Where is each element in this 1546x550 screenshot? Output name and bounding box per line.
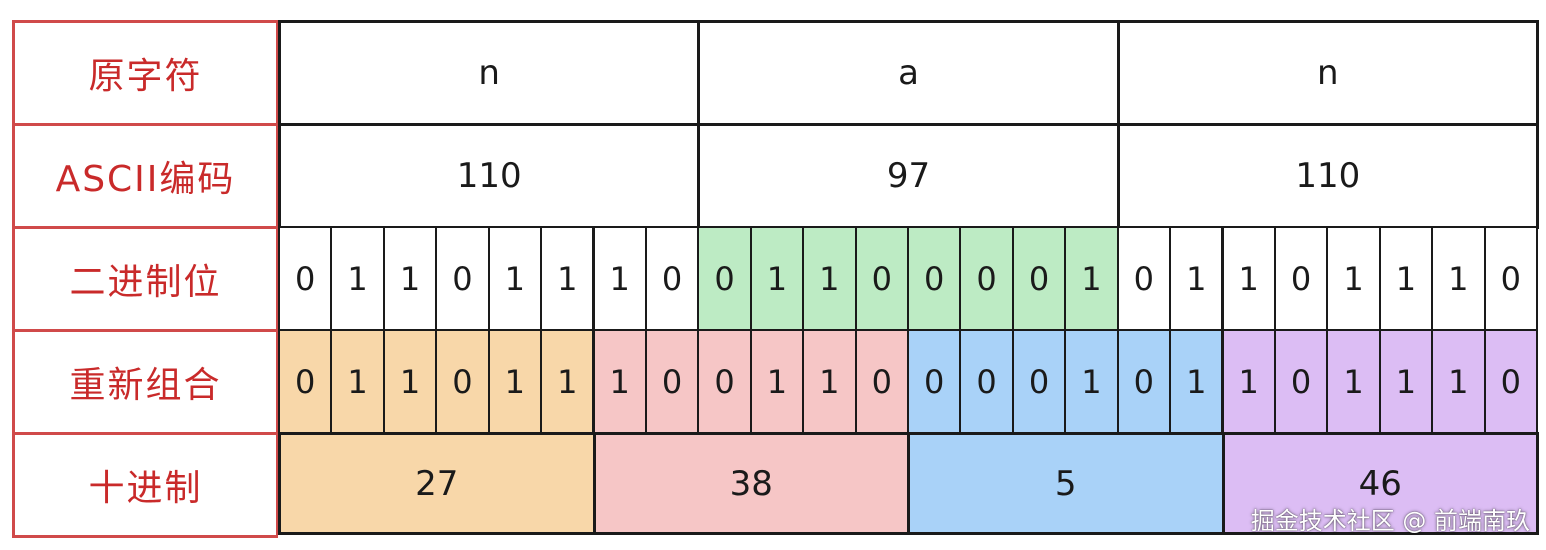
binary-bit-cell: 1: [1064, 226, 1119, 332]
regroup-bit-cell: 1: [1378, 329, 1434, 435]
row-label-original: 原字符: [12, 20, 278, 126]
row-label-text: 原字符: [88, 56, 203, 97]
binary-bit-cell: 1: [382, 226, 438, 332]
binary-bit-cell: 1: [1431, 226, 1486, 332]
regroup-bit-cell: 0: [1483, 329, 1538, 435]
binary-bit-cell: 0: [644, 226, 700, 332]
binary-bit-cell: 0: [1011, 226, 1067, 332]
char-cell: a: [697, 20, 1120, 126]
binary-bit-cell: 0: [1273, 226, 1329, 332]
regroup-bit-cell: 1: [487, 329, 543, 435]
regroup-bit-cell: 0: [435, 329, 490, 435]
binary-bit-cell: 1: [1326, 226, 1381, 332]
decimal-cell: 38: [592, 432, 910, 535]
row-label-decimal: 十进制: [12, 432, 278, 538]
regroup-bit-cell: 0: [644, 329, 700, 435]
watermark: 掘金技术社区 @ 前端南玖: [1250, 507, 1530, 535]
regroup-bit-cell: 1: [382, 329, 438, 435]
binary-bit-cell: 1: [487, 226, 543, 332]
binary-bit-cell: 0: [907, 226, 962, 332]
ascii-cell: 110: [1116, 123, 1539, 229]
regroup-bit-cell: 1: [592, 329, 647, 435]
row-label-text: 十进制: [88, 468, 203, 509]
row-label-text: 重新组合: [69, 365, 222, 406]
binary-bit-cell: 1: [1221, 226, 1276, 332]
row-label-binary: 二进制位: [12, 226, 278, 332]
regroup-bit-cell: 0: [278, 329, 333, 435]
binary-bit-cell: 1: [540, 226, 595, 332]
regroup-bit-cell: 0: [697, 329, 752, 435]
binary-bit-cell: 0: [1116, 226, 1172, 332]
decimal-cell: 46: [1221, 432, 1539, 535]
regroup-bit-cell: 1: [749, 329, 805, 435]
row-label-text: ASCII编码: [55, 159, 236, 200]
regroup-bit-cell: 0: [907, 329, 962, 435]
regroup-bit-cell: 1: [1221, 329, 1276, 435]
binary-bit-cell: 1: [1378, 226, 1434, 332]
regroup-bit-cell: 0: [854, 329, 909, 435]
char-cell: n: [1116, 20, 1539, 126]
binary-bit-cell: 0: [435, 226, 490, 332]
char-cell: n: [278, 20, 701, 126]
decimal-cell: 5: [907, 432, 1225, 535]
regroup-bit-cell: 1: [330, 329, 385, 435]
row-label-ascii: ASCII编码: [12, 123, 278, 229]
row-label-regroup: 重新组合: [12, 329, 278, 435]
regroup-bit-cell: 1: [1326, 329, 1381, 435]
regroup-bit-cell: 1: [1431, 329, 1486, 435]
binary-bit-cell: 1: [330, 226, 385, 332]
binary-bit-cell: 0: [959, 226, 1014, 332]
regroup-bit-cell: 0: [959, 329, 1014, 435]
regroup-bit-cell: 1: [802, 329, 857, 435]
binary-bit-cell: 1: [592, 226, 647, 332]
regroup-bit-cell: 1: [540, 329, 595, 435]
binary-bit-cell: 1: [749, 226, 805, 332]
row-label-text: 二进制位: [69, 262, 222, 303]
binary-bit-cell: 0: [854, 226, 909, 332]
binary-bit-cell: 1: [1169, 226, 1224, 332]
binary-bit-cell: 0: [1483, 226, 1538, 332]
regroup-bit-cell: 1: [1169, 329, 1224, 435]
binary-bit-cell: 0: [278, 226, 333, 332]
binary-bit-cell: 0: [697, 226, 752, 332]
regroup-bit-cell: 1: [1064, 329, 1119, 435]
regroup-bit-cell: 0: [1011, 329, 1067, 435]
binary-bit-cell: 1: [802, 226, 857, 332]
regroup-bit-cell: 0: [1116, 329, 1172, 435]
ascii-cell: 97: [697, 123, 1120, 229]
regroup-bit-cell: 0: [1273, 329, 1329, 435]
decimal-cell: 27: [278, 432, 596, 535]
ascii-cell: 110: [278, 123, 701, 229]
